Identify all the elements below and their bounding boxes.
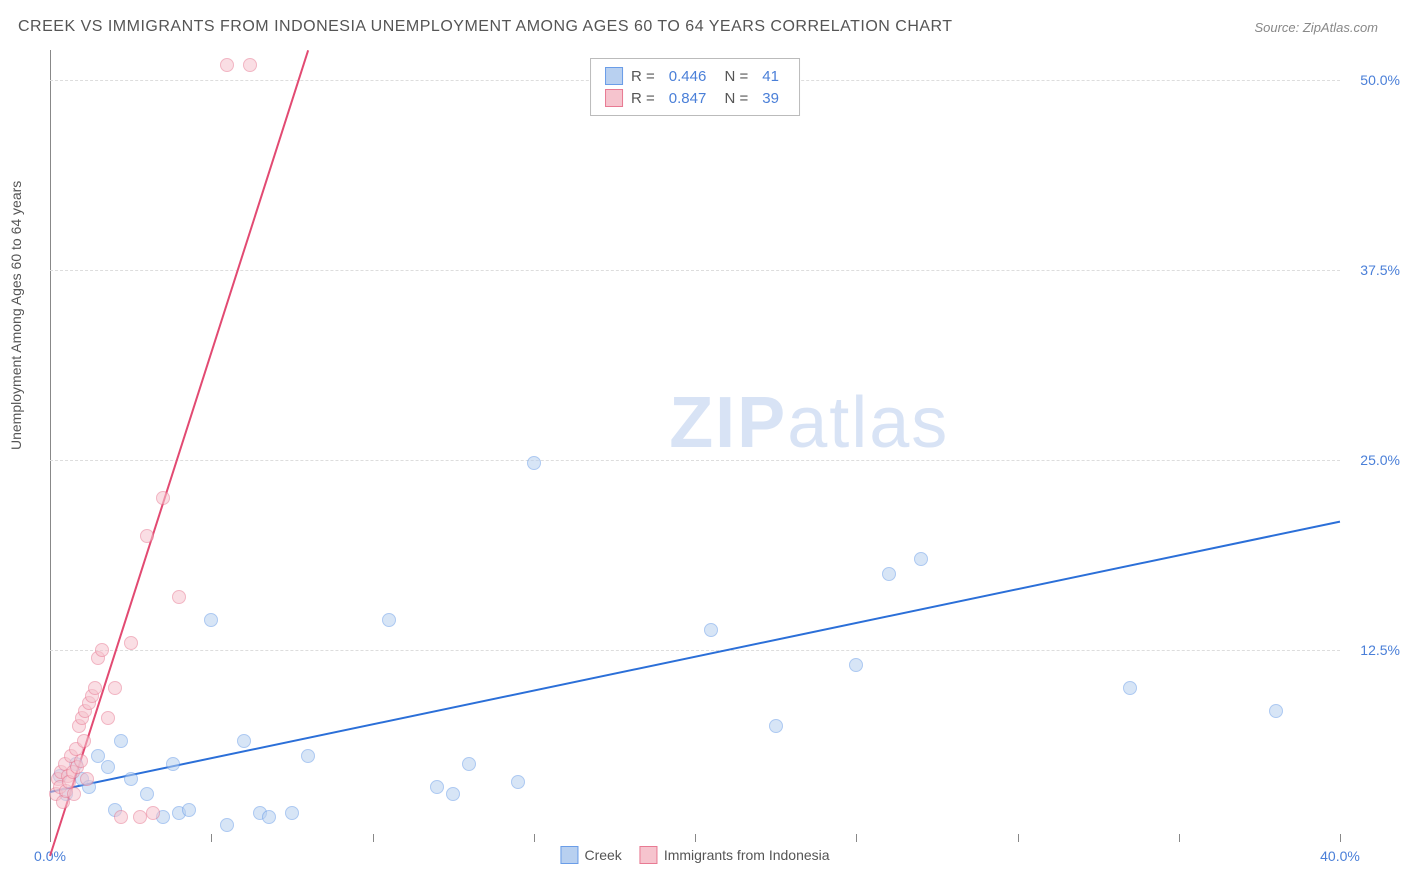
data-point — [382, 613, 396, 627]
x-tick — [856, 834, 857, 842]
data-point — [914, 552, 928, 566]
data-point — [114, 734, 128, 748]
data-point — [704, 623, 718, 637]
correlation-legend: R = 0.446 N = 41 R = 0.847 N = 39 — [590, 58, 800, 116]
legend-item: Creek — [560, 846, 621, 864]
legend-swatch — [605, 89, 623, 107]
legend-n-label: N = — [720, 68, 748, 85]
source-label: Source: ZipAtlas.com — [1254, 20, 1378, 35]
legend-swatch — [640, 846, 658, 864]
data-point — [114, 810, 128, 824]
data-point — [124, 772, 138, 786]
legend-n-value: 41 — [762, 68, 779, 85]
x-tick — [1179, 834, 1180, 842]
grid-line — [50, 460, 1340, 461]
y-tick-label: 25.0% — [1360, 452, 1400, 468]
data-point — [124, 636, 138, 650]
series-legend: Creek Immigrants from Indonesia — [560, 846, 829, 864]
legend-swatch — [605, 67, 623, 85]
x-tick — [211, 834, 212, 842]
trend-line — [50, 521, 1340, 793]
x-tick — [373, 834, 374, 842]
data-point — [237, 734, 251, 748]
data-point — [301, 749, 315, 763]
data-point — [446, 787, 460, 801]
y-tick-label: 37.5% — [1360, 262, 1400, 278]
data-point — [74, 754, 88, 768]
data-point — [1123, 681, 1137, 695]
legend-r-value: 0.847 — [669, 90, 707, 107]
data-point — [527, 456, 541, 470]
data-point — [101, 760, 115, 774]
data-point — [849, 658, 863, 672]
data-point — [140, 529, 154, 543]
chart-area: 12.5%25.0%37.5%50.0%0.0%40.0% ZIPatlas R… — [50, 50, 1340, 840]
legend-n-value: 39 — [762, 90, 779, 107]
data-point — [262, 810, 276, 824]
data-point — [285, 806, 299, 820]
legend-r-label: R = — [631, 90, 655, 107]
data-point — [156, 491, 170, 505]
data-point — [220, 58, 234, 72]
legend-r-value: 0.446 — [669, 68, 707, 85]
legend-r-label: R = — [631, 68, 655, 85]
x-tick — [1018, 834, 1019, 842]
data-point — [133, 810, 147, 824]
plot-surface: 12.5%25.0%37.5%50.0%0.0%40.0% — [50, 50, 1340, 840]
grid-line — [50, 650, 1340, 651]
data-point — [243, 58, 257, 72]
legend-swatch — [560, 846, 578, 864]
legend-row: R = 0.847 N = 39 — [605, 87, 785, 109]
data-point — [95, 643, 109, 657]
data-point — [101, 711, 115, 725]
legend-row: R = 0.446 N = 41 — [605, 65, 785, 87]
data-point — [172, 590, 186, 604]
data-point — [140, 787, 154, 801]
grid-line — [50, 270, 1340, 271]
data-point — [182, 803, 196, 817]
data-point — [204, 613, 218, 627]
legend-item: Immigrants from Indonesia — [640, 846, 830, 864]
data-point — [769, 719, 783, 733]
legend-label: Immigrants from Indonesia — [664, 847, 830, 863]
x-tick — [1340, 834, 1341, 842]
y-axis-label: Unemployment Among Ages 60 to 64 years — [8, 181, 24, 450]
x-tick — [50, 834, 51, 842]
data-point — [882, 567, 896, 581]
data-point — [511, 775, 525, 789]
data-point — [146, 806, 160, 820]
data-point — [220, 818, 234, 832]
x-tick — [534, 834, 535, 842]
data-point — [430, 780, 444, 794]
data-point — [88, 681, 102, 695]
legend-n-label: N = — [720, 90, 748, 107]
y-tick-label: 12.5% — [1360, 642, 1400, 658]
chart-title: CREEK VS IMMIGRANTS FROM INDONESIA UNEMP… — [18, 18, 953, 36]
data-point — [1269, 704, 1283, 718]
data-point — [77, 734, 91, 748]
data-point — [67, 787, 81, 801]
x-tick — [695, 834, 696, 842]
data-point — [462, 757, 476, 771]
data-point — [166, 757, 180, 771]
y-tick-label: 50.0% — [1360, 72, 1400, 88]
legend-label: Creek — [584, 847, 621, 863]
data-point — [80, 772, 94, 786]
data-point — [108, 681, 122, 695]
x-tick-label: 40.0% — [1320, 848, 1360, 864]
